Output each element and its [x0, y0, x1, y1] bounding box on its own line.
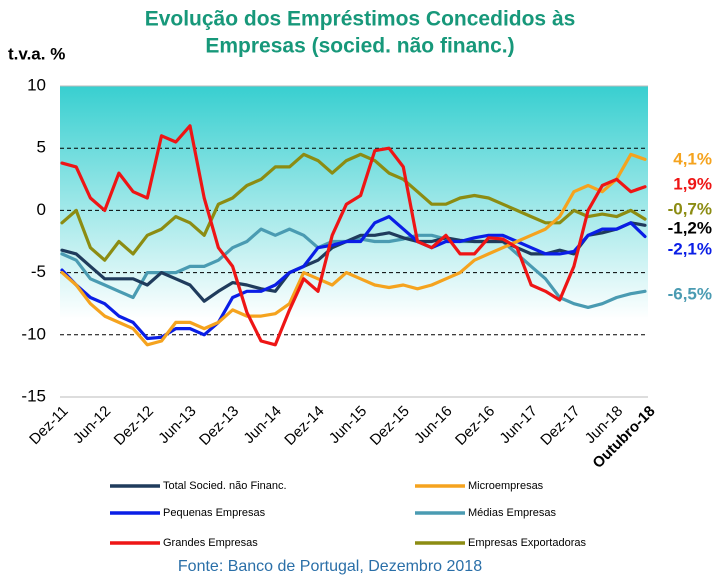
y-tick-label: 5: [37, 138, 46, 157]
legend-label: Microempresas: [468, 480, 544, 492]
x-tick-label: Dez-12: [111, 403, 157, 449]
x-tick-label: Dez-15: [367, 403, 413, 449]
y-tick-label: 10: [27, 75, 46, 94]
x-tick-label: Jun-15: [326, 403, 370, 447]
y-axis-label: t.v.a. %: [8, 44, 65, 63]
chart-title: Empresas (socied. não financ.): [205, 35, 514, 58]
series-line: [60, 152, 647, 262]
legend-label: Grandes Empresas: [163, 537, 258, 549]
end-label: -0,7%: [668, 199, 712, 218]
y-tick-label: 0: [37, 200, 46, 219]
y-tick-label: -5: [31, 262, 46, 281]
x-tick-label: Jun-14: [240, 403, 284, 447]
x-tick-label: Dez-16: [452, 403, 498, 449]
x-tick-label: Dez-13: [196, 403, 242, 449]
legend-label: Empresas Exportadoras: [468, 537, 586, 549]
legend-label: Pequenas Empresas: [163, 507, 266, 519]
source: Fonte: Banco de Portugal, Dezembro 2018: [178, 558, 482, 575]
end-label: 4,1%: [673, 149, 712, 168]
series-line: [60, 124, 647, 347]
x-tick-label: Dez-14: [281, 403, 327, 449]
end-label: -2,1%: [668, 239, 712, 258]
chart-title: Evolução dos Empréstimos Concedidos às: [145, 8, 576, 31]
end-label: -6,5%: [668, 284, 712, 303]
legend-label: Médias Empresas: [468, 507, 557, 519]
x-tick-label: Jun-13: [155, 403, 199, 447]
x-tick-label: Jun-12: [70, 403, 114, 447]
x-tick-label: Jun-17: [496, 403, 540, 447]
y-tick-label: -15: [21, 386, 46, 405]
x-tick-label: Dez-11: [26, 403, 71, 448]
x-tick-label: Jun-16: [411, 403, 455, 447]
end-label: 1,9%: [673, 174, 712, 193]
series-line: [60, 215, 647, 341]
y-tick-label: -10: [21, 324, 46, 343]
series-line: [60, 152, 647, 347]
legend-label: Total Socied. não Financ.: [163, 480, 287, 492]
end-label: -1,2%: [668, 218, 712, 237]
x-tick-label: Dez-17: [537, 403, 583, 449]
